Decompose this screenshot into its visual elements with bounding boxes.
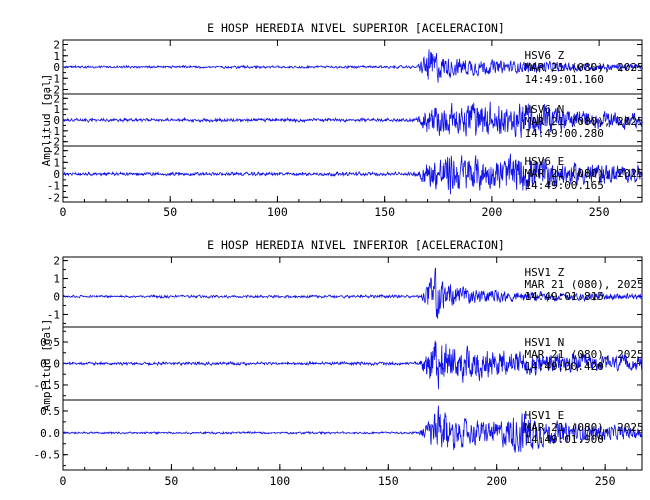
y-tick-label: -1 — [47, 125, 60, 138]
station-label: HSV6 Z — [524, 49, 564, 62]
waveform-line — [62, 49, 643, 83]
x-tick-label: 100 — [269, 474, 290, 488]
y-tick-label: 2 — [53, 145, 60, 158]
y-tick-label: 1 — [53, 156, 60, 169]
x-tick-label: 150 — [374, 205, 395, 219]
lower-panel: E HOSP HEREDIA NIVEL INFERIOR [ACELERACI… — [34, 238, 644, 488]
y-tick-label: 1 — [53, 50, 60, 63]
y-tick-label: 0.5 — [40, 405, 60, 418]
y-tick-label: -2 — [47, 84, 60, 97]
station-label: HSV1 N — [524, 336, 564, 349]
station-time: 14:49:00.165 — [524, 179, 603, 192]
y-tick-label: -0.5 — [34, 449, 61, 462]
y-tick-label: 0 — [53, 61, 60, 74]
x-tick-label: 0 — [60, 205, 67, 219]
y-tick-label: 2 — [53, 39, 60, 52]
y-tick-label: 0.0 — [40, 358, 60, 371]
x-tick-label: 200 — [486, 474, 507, 488]
y-tick-label: -1 — [47, 72, 60, 85]
station-label: HSV1 Z — [524, 266, 564, 279]
upper-panel: E HOSP HEREDIA NIVEL SUPERIOR [ACELERACI… — [40, 21, 644, 219]
station-time: 14:49:00.280 — [524, 127, 603, 140]
x-tick-label: 250 — [595, 474, 616, 488]
x-tick-label: 150 — [378, 474, 399, 488]
station-label: HSV6 E — [524, 155, 564, 168]
x-tick-label: 100 — [267, 205, 288, 219]
y-tick-label: -2 — [47, 136, 60, 149]
lower-panel-ylabel: Amplitud [gal] — [40, 319, 53, 412]
y-tick-label: -0.5 — [34, 379, 61, 392]
waveform-line — [62, 340, 643, 390]
upper-panel-ylabel: Amplitud [gal] — [40, 74, 53, 167]
y-tick-label: 2 — [53, 255, 60, 268]
station-date: MAR 21 (080), 2025 — [524, 348, 643, 361]
trace-frame — [62, 399, 643, 471]
station-date: MAR 21 (080), 2025 — [524, 278, 643, 291]
y-tick-label: 0.0 — [40, 427, 60, 440]
y-tick-label: 1 — [53, 103, 60, 116]
y-tick-label: -1 — [47, 180, 60, 193]
y-tick-label: -2 — [47, 191, 60, 204]
station-date: MAR 21 (080), 2025 — [524, 421, 643, 434]
x-tick-label: 50 — [164, 474, 178, 488]
station-time: 14:49:01.160 — [524, 73, 603, 86]
waveform-line — [62, 267, 643, 319]
station-time: 14:49:00.420 — [524, 360, 603, 373]
y-tick-label: 0.5 — [40, 336, 60, 349]
y-tick-label: 0 — [53, 114, 60, 127]
waveform-line — [62, 101, 643, 139]
station-label: HSV1 E — [524, 409, 564, 422]
station-date: MAR 21 (080), 2025 — [524, 115, 643, 128]
lower-panel-title: E HOSP HEREDIA NIVEL INFERIOR [ACELERACI… — [207, 238, 505, 252]
x-tick-label: 250 — [589, 205, 610, 219]
waveform-line — [62, 405, 643, 453]
x-tick-label: 200 — [481, 205, 502, 219]
station-time: 14:49:01.900 — [524, 433, 603, 446]
station-time: 14:49:01.815 — [524, 290, 603, 303]
y-tick-label: 1 — [53, 273, 60, 286]
y-tick-label: -1 — [47, 308, 60, 321]
x-tick-label: 0 — [60, 474, 67, 488]
y-tick-label: 2 — [53, 92, 60, 105]
station-date: MAR 21 (080), 2025 — [524, 61, 643, 74]
station-label: HSV6 N — [524, 103, 564, 116]
x-tick-label: 50 — [163, 205, 177, 219]
waveform-line — [62, 153, 643, 195]
y-tick-label: 0 — [53, 290, 60, 303]
upper-panel-title: E HOSP HEREDIA NIVEL SUPERIOR [ACELERACI… — [207, 21, 505, 35]
y-tick-label: 0 — [53, 168, 60, 181]
station-date: MAR 21 (080), 2025 — [524, 167, 643, 180]
